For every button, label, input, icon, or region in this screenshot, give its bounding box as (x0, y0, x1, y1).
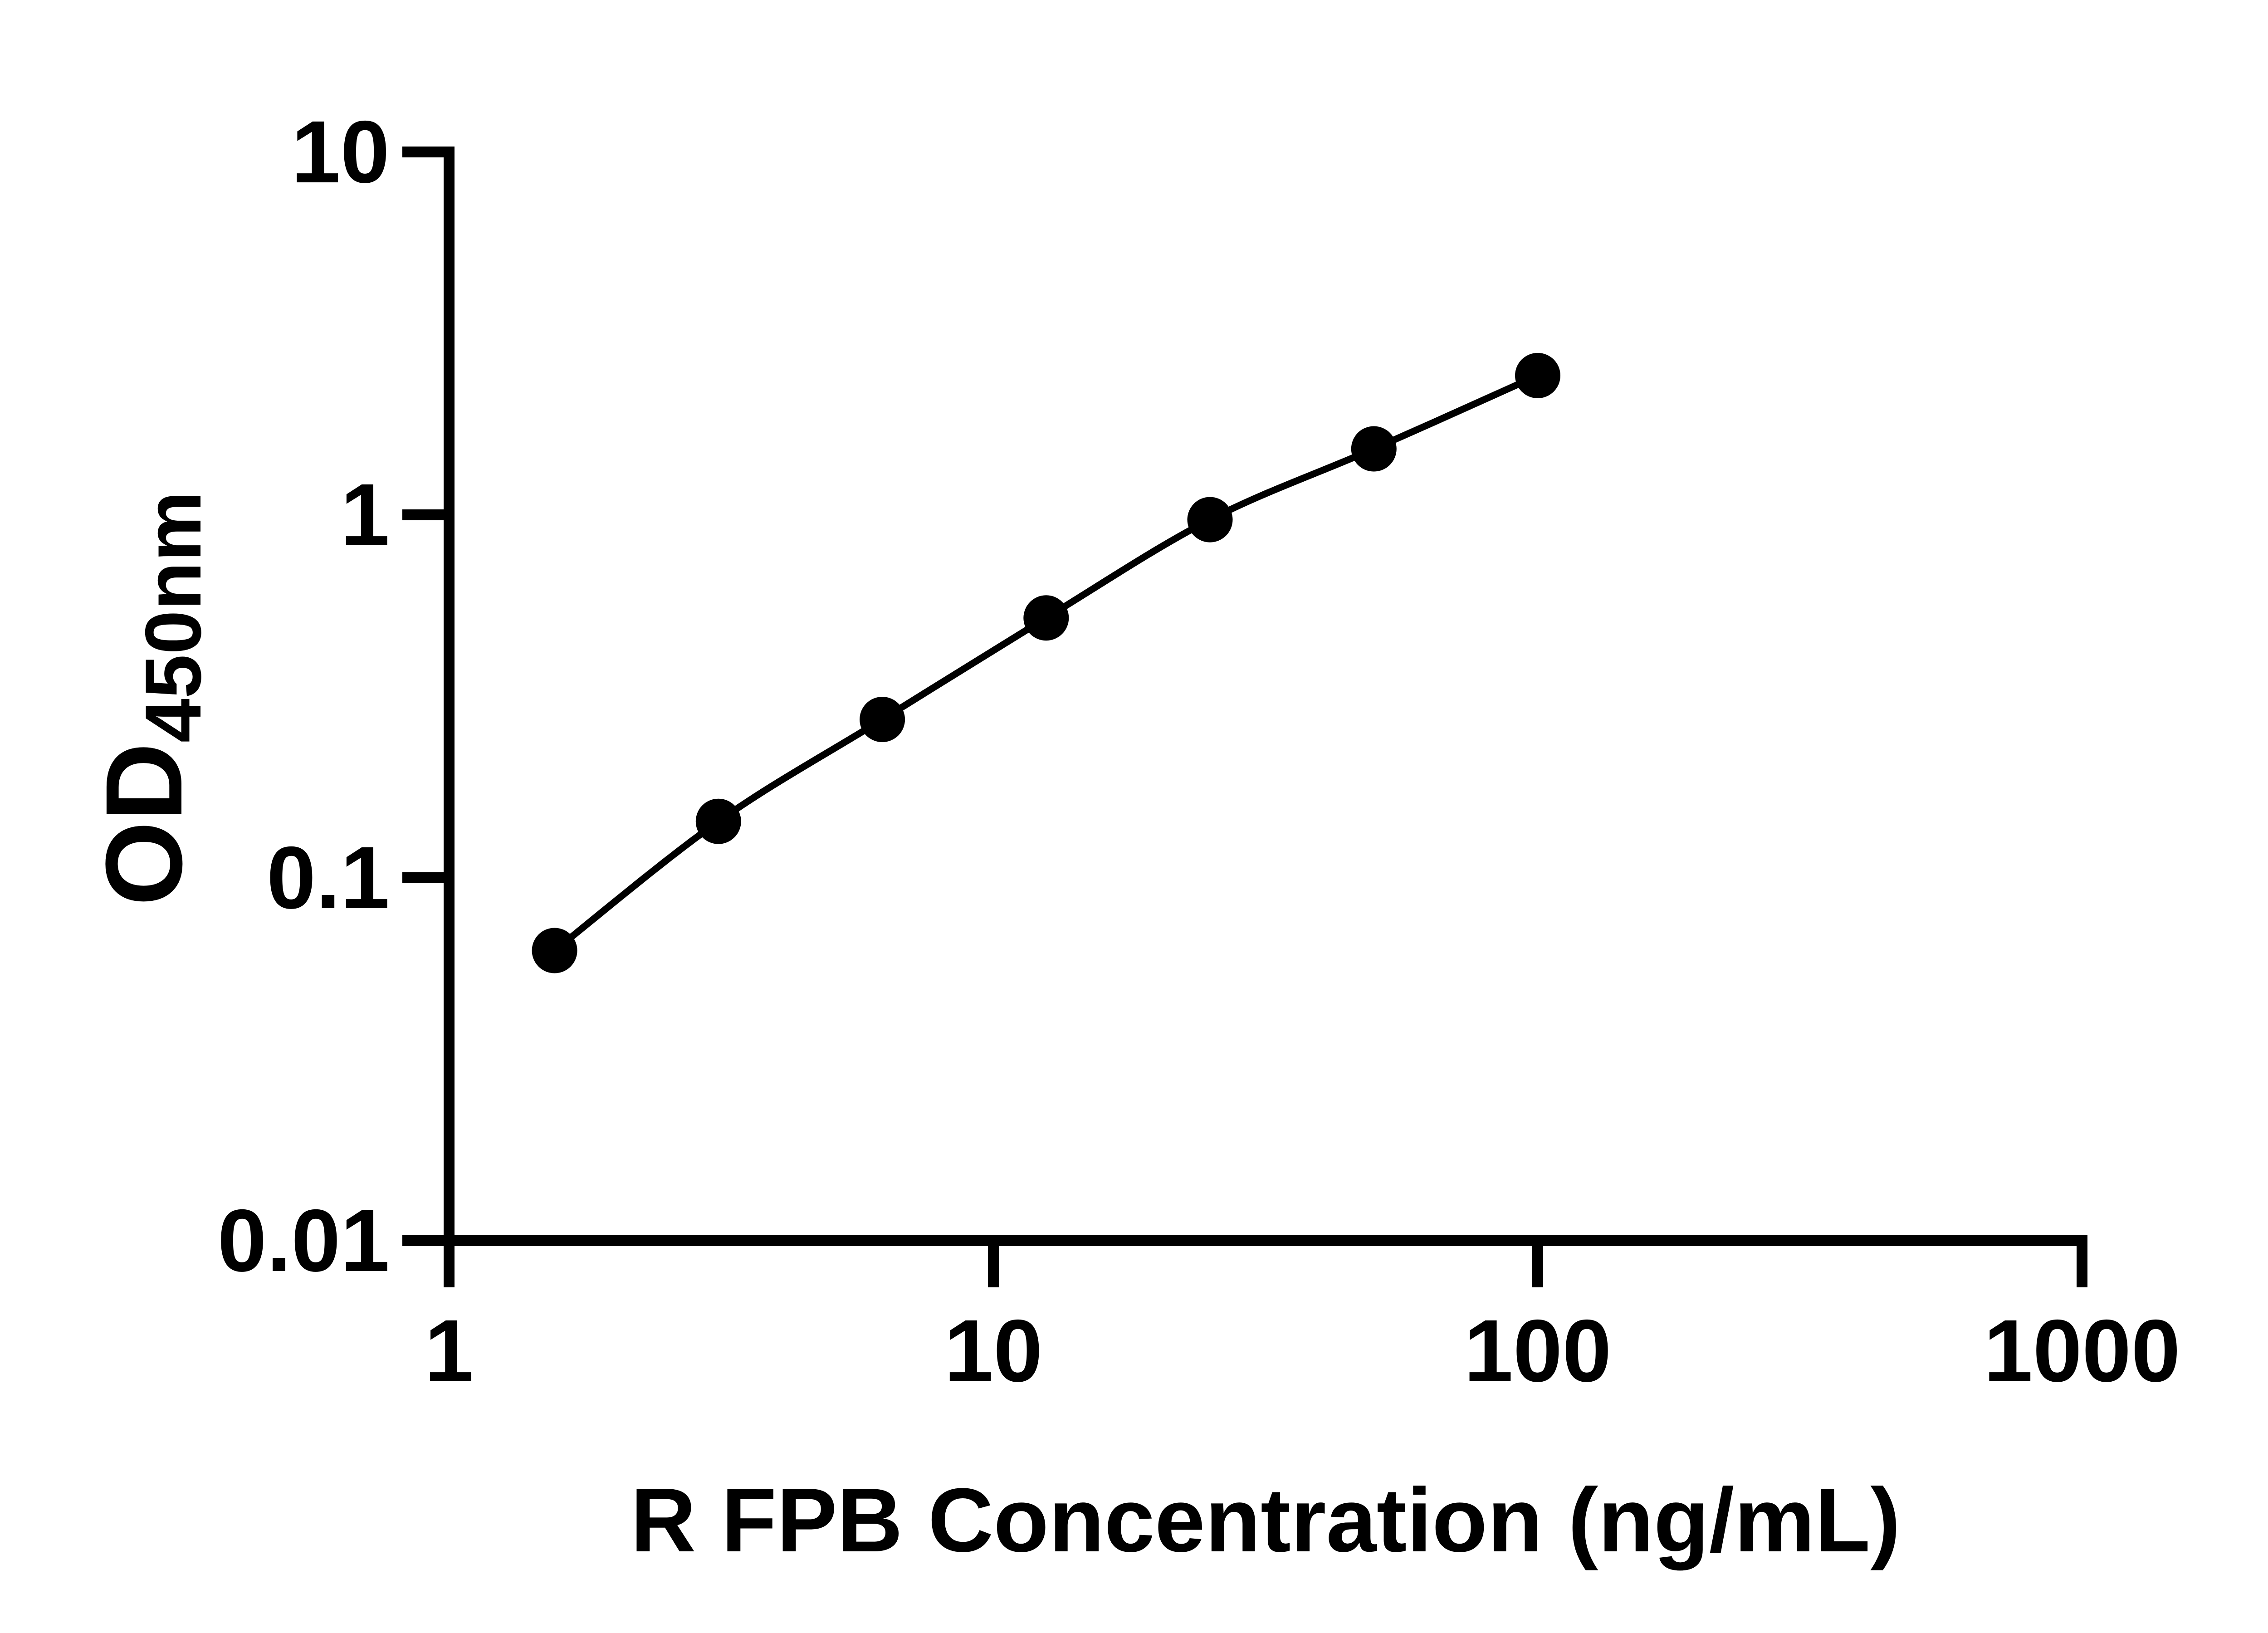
x-tick-label: 100 (1464, 1301, 1611, 1400)
x-tick-label: 1000 (1984, 1301, 2180, 1400)
data-point (860, 697, 905, 743)
data-point (1351, 426, 1397, 472)
data-point (695, 798, 741, 844)
data-point (532, 928, 577, 973)
y-tick-label: 0.01 (217, 1191, 390, 1290)
x-tick-label: 10 (944, 1301, 1043, 1400)
axes (402, 147, 2087, 1287)
y-axis-title-subscript: 450nm (129, 491, 218, 743)
data-series (532, 352, 1560, 973)
data-point (1187, 497, 1233, 543)
y-tick-label: 0.1 (267, 828, 390, 927)
y-axis-title: OD450nm (83, 491, 218, 906)
y-tick-label: 1 (341, 465, 390, 564)
x-axis-title: R FPB Concentration (ng/mL) (631, 1470, 1901, 1571)
data-point (1515, 352, 1560, 398)
tick-labels: 1 10 100 1000 10 1 0.1 0.01 (217, 103, 2180, 1400)
y-axis-title-main: OD (83, 743, 205, 906)
y-tick-label: 10 (291, 103, 390, 201)
x-tick-label: 1 (425, 1301, 474, 1400)
data-point (1023, 595, 1069, 641)
